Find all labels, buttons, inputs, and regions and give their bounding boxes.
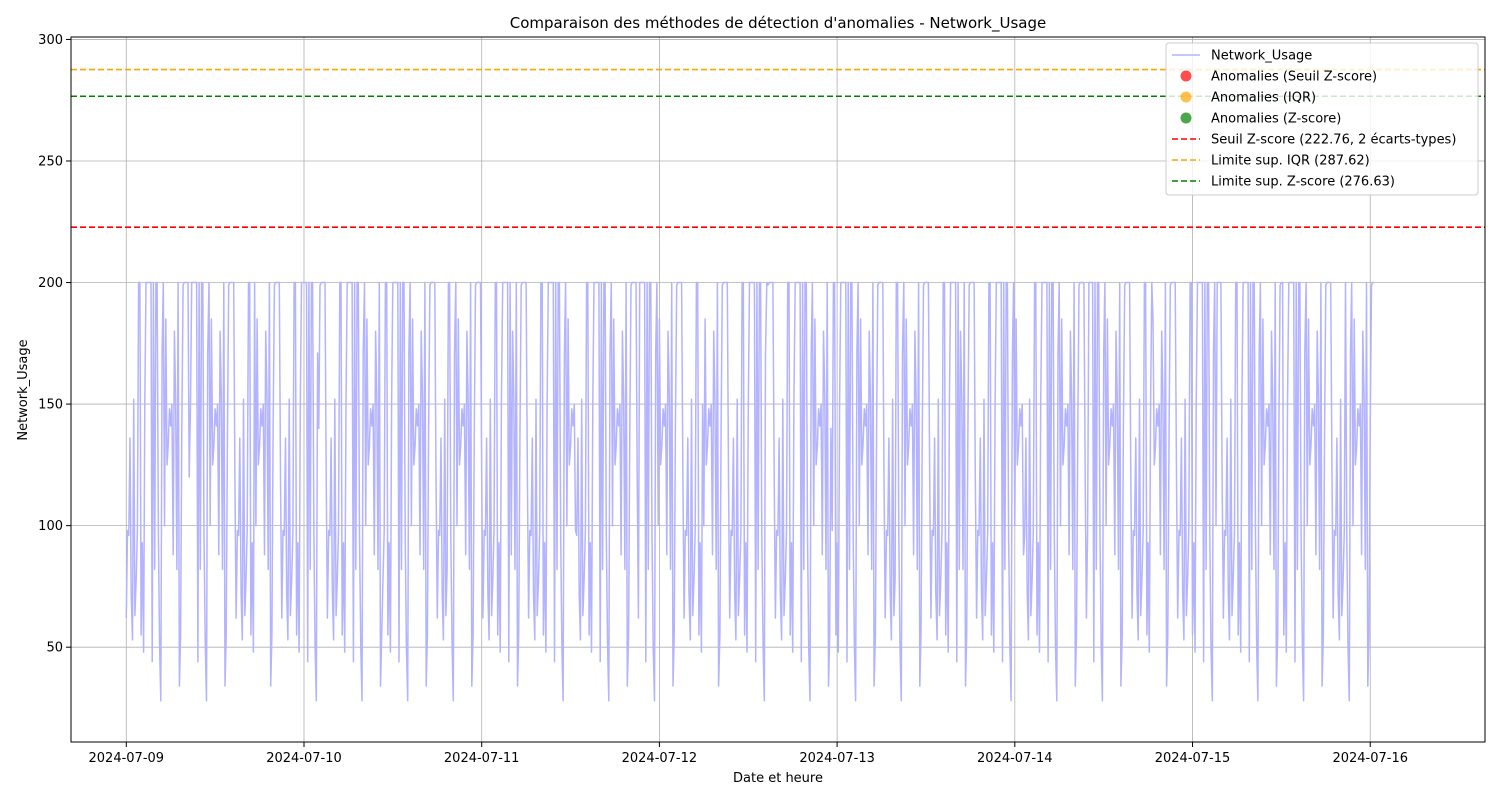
y-tick-label: 250 [38,154,63,169]
x-tick-label: 2024-07-09 [89,751,165,766]
legend-marker [1180,91,1192,103]
y-ticks: 50 100 150 200 250 300 [38,33,71,656]
legend-marker [1180,112,1192,124]
y-tick-label: 300 [38,33,63,48]
legend-label: Seuil Z-score (222.76, 2 écarts-types) [1211,133,1456,148]
x-tick-label: 2024-07-14 [977,751,1053,766]
y-axis-label: Network_Usage [16,339,31,440]
x-tick-label: 2024-07-16 [1332,751,1408,766]
legend-label: Network_Usage [1211,49,1312,64]
y-tick-label: 200 [38,276,63,291]
threshold-lines [71,68,1485,229]
x-tick-label: 2024-07-11 [444,751,520,766]
legend-marker [1180,70,1192,82]
x-axis-label: Date et heure [733,771,823,786]
x-tick-label: 2024-07-10 [266,751,342,766]
x-ticks: 2024-07-09 2024-07-10 2024-07-11 2024-07-12… [89,742,1408,766]
x-tick-label: 2024-07-12 [622,751,698,766]
legend: Network_Usage Anomalies (Seuil Z-score) An… [1165,42,1479,196]
legend-label: Limite sup. Z-score (276.63) [1211,175,1395,190]
y-tick-label: 150 [38,398,63,413]
legend-label: Anomalies (IQR) [1211,91,1316,106]
plot-frame [70,36,1486,743]
y-tick-label: 100 [38,519,63,534]
legend-label: Anomalies (Z-score) [1211,112,1341,127]
x-tick-label: 2024-07-15 [1155,751,1231,766]
y-tick-label: 50 [46,641,63,656]
series-line-network-usage [125,281,1374,702]
chart-title: Comparaison des méthodes de détection d'… [510,14,1046,33]
legend-box [1165,42,1479,196]
legend-label: Limite sup. IQR (287.62) [1211,154,1370,169]
x-tick-label: 2024-07-13 [799,751,875,766]
legend-label: Anomalies (Seuil Z-score) [1211,70,1377,85]
